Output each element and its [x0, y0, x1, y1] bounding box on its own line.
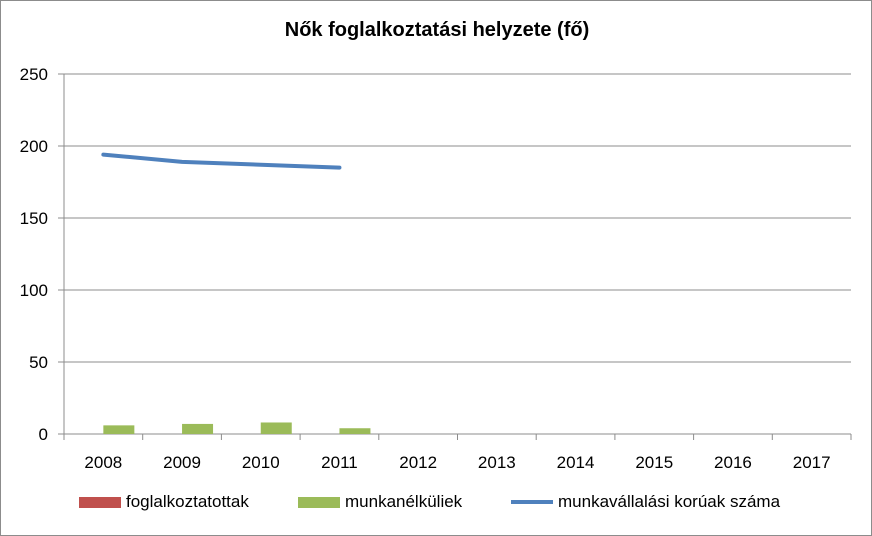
x-tick-label-2009: 2009 [163, 453, 201, 472]
y-tick-label-200: 200 [20, 137, 48, 156]
x-tick-label-2016: 2016 [714, 453, 752, 472]
x-tick-label-2008: 2008 [84, 453, 122, 472]
x-tick-label-2015: 2015 [635, 453, 673, 472]
legend-swatch-foglalkoztatottak [79, 496, 121, 508]
y-tick-label-100: 100 [20, 281, 48, 300]
legend-label-foglalkoztatottak: foglalkoztatottak [126, 492, 249, 511]
line-series [101, 152, 342, 170]
y-tick-label-250: 250 [20, 65, 48, 84]
grid-lines [64, 73, 851, 363]
bar-series [103, 422, 371, 434]
chart-title: Nők foglalkoztatási helyzete (fő) [284, 19, 590, 41]
y-tick-label-150: 150 [20, 209, 48, 228]
bar-munkanélküliek-2011 [339, 428, 371, 434]
bar-munkanélküliek-2009 [182, 423, 214, 434]
x-tick-label-2012: 2012 [399, 453, 437, 472]
legend: foglalkoztatottak munkanélküliek munkavá… [1, 492, 871, 518]
x-tick-label-2010: 2010 [242, 453, 280, 472]
bar-munkanélküliek-2010 [260, 422, 292, 434]
legend-item-foglalkoztatottak: foglalkoztatottak [79, 492, 249, 512]
x-tick-label-2013: 2013 [478, 453, 516, 472]
x-tick-label-2011: 2011 [321, 453, 358, 472]
legend-label-munkavallalasi: munkavállalási korúak száma [558, 492, 781, 511]
bar-munkanélküliek-2008 [103, 425, 135, 434]
x-tick-label-2017: 2017 [793, 453, 831, 472]
legend-line-munkavallalasi [511, 500, 553, 504]
series-line-munkavallalasi [101, 152, 342, 170]
y-tick-labels: 0 50 100 150 200 250 [20, 65, 48, 444]
axes [58, 73, 852, 440]
x-tick-label-2014: 2014 [557, 453, 595, 472]
x-tick-labels: 2008 2009 2010 2011 2012 2013 2014 2015 2016 2017 [84, 453, 830, 472]
legend-label-munkanelkuliek: munkanélküliek [345, 492, 463, 511]
legend-item-munkanelkuliek: munkanélküliek [298, 492, 462, 512]
y-tick-label-0: 0 [39, 425, 48, 444]
legend-swatch-munkanelkuliek [298, 496, 340, 508]
legend-item-munkavallalasi: munkavállalási korúak száma [511, 492, 780, 512]
y-tick-label-50: 50 [29, 353, 48, 372]
